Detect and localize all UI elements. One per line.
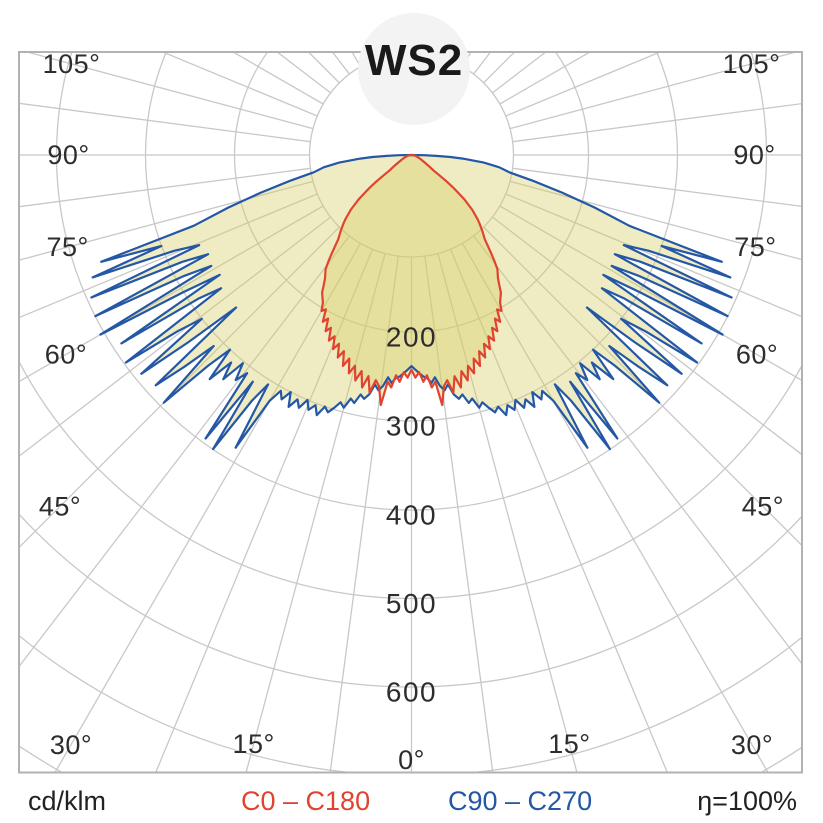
grid-spoke (329, 256, 399, 772)
grid-spoke (505, 193, 801, 318)
fill-C90 – C270 (91, 155, 732, 450)
angle-label: 45° (742, 491, 784, 521)
grid-spoke (20, 102, 311, 143)
grid-spoke (509, 180, 801, 261)
legend-efficiency-label: ŋ=100% (697, 786, 797, 816)
grid-spoke (20, 205, 324, 382)
value-label: 600 (386, 677, 437, 708)
angle-label: 90° (47, 140, 89, 170)
angle-label: 15° (232, 729, 274, 759)
angle-label: 75° (46, 232, 88, 262)
angle-label: 60° (45, 340, 87, 370)
grid-spoke (492, 216, 801, 455)
angle-label: 0° (398, 745, 425, 775)
value-label: 400 (386, 500, 437, 531)
grid-spoke (28, 53, 314, 130)
grid-spoke (483, 226, 801, 546)
legend-c0-c180-label: C0 – C180 (241, 786, 371, 816)
grid-spoke (473, 235, 801, 664)
angle-label: 30° (731, 730, 773, 760)
grid-spoke (20, 167, 311, 208)
grid-spoke (20, 235, 350, 667)
value-label: 300 (386, 411, 437, 442)
grid-spoke (20, 193, 318, 318)
grid-spoke (509, 53, 795, 130)
angle-label: 60° (736, 340, 778, 370)
value-label: 200 (386, 322, 437, 353)
grid-spoke (20, 180, 314, 261)
angle-label: 75° (734, 232, 776, 262)
value-label: 500 (386, 588, 437, 619)
grid-spoke (499, 205, 801, 381)
grid-spoke (461, 243, 769, 772)
grid-spoke (20, 216, 331, 457)
angle-label: 90° (733, 140, 775, 170)
beam-fill-area (91, 155, 732, 450)
grid-spoke (54, 243, 362, 772)
grid-spoke (245, 253, 386, 772)
angle-label: 105° (723, 49, 781, 79)
grid-spoke (424, 256, 494, 772)
grid-labels: 200 300 400 500 600 105° 105° 90° 90° 75° 75° 60° 60… (39, 49, 784, 775)
curve-C90 – C270 (90, 153, 733, 451)
grid-spoke (437, 53, 440, 57)
grid-spoke (512, 167, 801, 207)
curve-C0 – C180 (320, 153, 503, 407)
angle-label: 15° (548, 729, 590, 759)
grid-spoke (383, 53, 386, 57)
grid-spoke (437, 253, 578, 772)
intensity-curves (90, 153, 733, 451)
fill-C0 – C180 (321, 155, 502, 405)
legend-unit-label: cd/klm (28, 786, 107, 816)
grid-spoke (20, 226, 340, 548)
grid-spoke (512, 103, 801, 143)
angle-label: 30° (50, 730, 92, 760)
title-badge: WS2 (358, 13, 470, 125)
page-title: WS2 (364, 36, 464, 85)
angle-label: 45° (39, 491, 81, 521)
angle-label: 105° (43, 49, 101, 79)
legend-c90-c270-label: C90 – C270 (448, 786, 593, 816)
